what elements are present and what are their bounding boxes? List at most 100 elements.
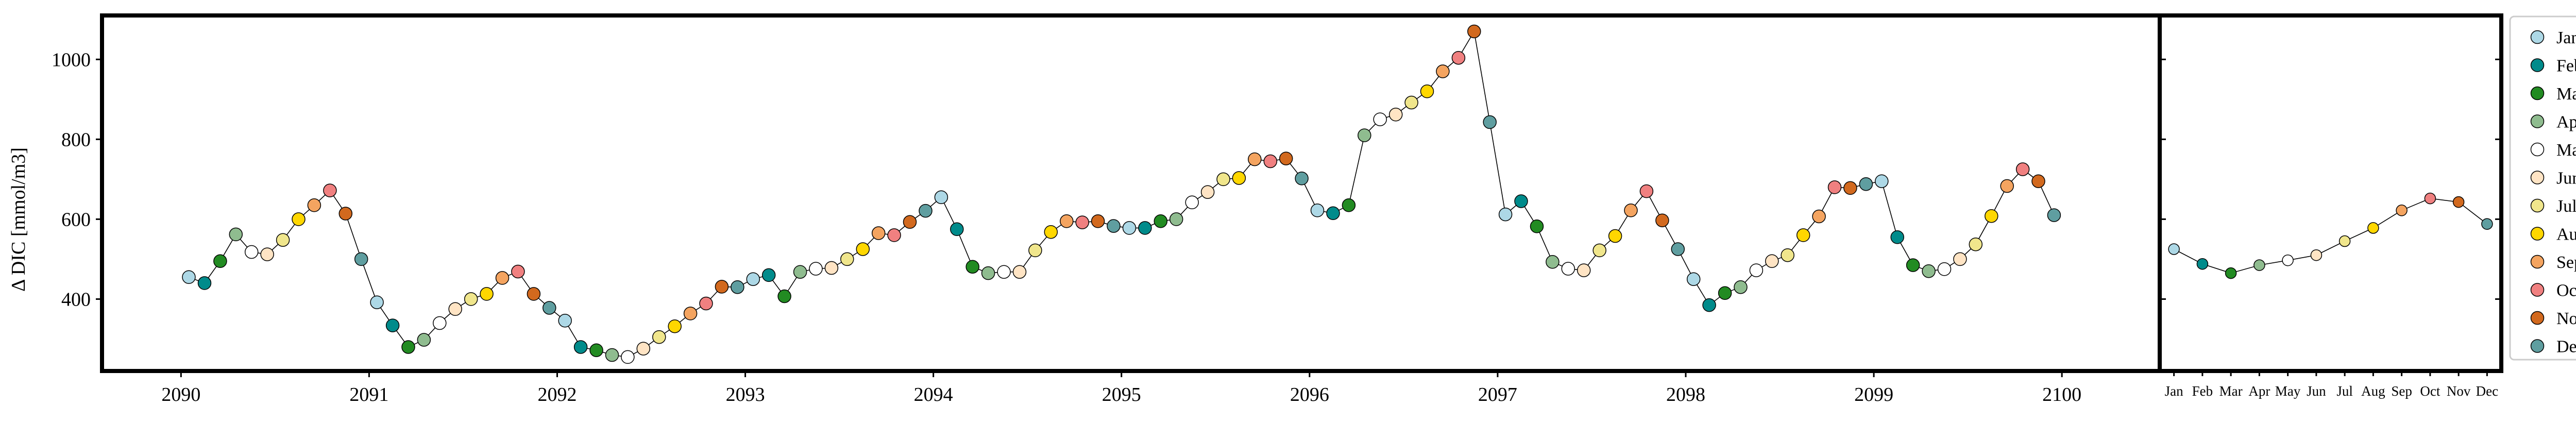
x-tick-label: 2093 — [726, 384, 765, 406]
x-tick-label: 2100 — [2042, 384, 2081, 406]
data-point — [1530, 220, 1544, 233]
data-point — [1655, 213, 1669, 227]
data-point — [1232, 171, 1246, 185]
legend-marker — [2530, 339, 2545, 353]
data-point — [1498, 207, 1513, 222]
climatology-x-tick-label: Aug — [2361, 383, 2385, 399]
data-point — [323, 183, 337, 197]
x-tick-label: 2096 — [1290, 384, 1329, 406]
data-point — [2047, 208, 2061, 222]
data-point — [1451, 50, 1466, 65]
data-point — [809, 262, 823, 276]
legend-box — [2509, 15, 2576, 361]
data-point — [229, 227, 243, 242]
data-point — [871, 226, 886, 240]
climatology-point — [2196, 258, 2209, 270]
data-point — [1467, 24, 1481, 39]
data-point — [1922, 264, 1936, 278]
data-point — [1686, 272, 1701, 286]
data-point — [715, 280, 729, 294]
data-point — [1608, 229, 1622, 243]
x-tick-label: 2092 — [537, 384, 577, 406]
data-point — [338, 207, 353, 221]
data-point — [1734, 280, 1748, 294]
data-point — [887, 228, 901, 242]
climatology-x-tick-label: Jul — [2336, 383, 2353, 399]
data-point — [1358, 128, 1371, 142]
climatology-x-tick-label: Oct — [2420, 383, 2440, 399]
climatology-plot-frame — [2158, 13, 2503, 373]
climatology-point — [2367, 222, 2379, 234]
legend-marker — [2530, 311, 2545, 325]
data-point — [1388, 108, 1403, 122]
data-point — [511, 264, 525, 279]
legend-label: July — [2556, 197, 2576, 216]
climatology-x-tick-label: Sep — [2391, 383, 2412, 399]
data-point — [292, 212, 306, 226]
climatology-point — [2396, 205, 2408, 216]
data-point — [1012, 265, 1027, 279]
legend-marker — [2530, 198, 2545, 213]
climatology-x-tick-label: Jun — [2307, 383, 2326, 399]
data-point — [1075, 215, 1089, 229]
climatology-point — [2253, 259, 2265, 271]
legend-label: Jan — [2556, 28, 2576, 47]
data-point — [1718, 286, 1732, 300]
data-point — [1436, 64, 1450, 78]
data-point — [1561, 262, 1575, 276]
data-point — [1091, 214, 1105, 228]
legend-marker — [2530, 30, 2545, 44]
climatology-plot: Jan Feb Mar Apr May Jun Jul Aug Sep Oct Nov Dec — [2158, 13, 2503, 399]
data-point — [1985, 209, 1998, 223]
data-point — [260, 247, 274, 261]
legend-marker — [2530, 114, 2545, 128]
data-point — [965, 260, 979, 274]
data-point — [1514, 194, 1528, 208]
data-point — [589, 343, 603, 357]
data-point — [244, 245, 259, 259]
legend-label: Nov — [2556, 309, 2576, 328]
data-point — [652, 330, 666, 344]
climatology-x-tick-label: Mar — [2219, 383, 2243, 399]
data-point — [746, 272, 760, 286]
climatology-x-tick-label: Apr — [2248, 383, 2270, 399]
data-point — [1859, 177, 1873, 191]
data-point — [824, 261, 839, 275]
climatology-point — [2452, 196, 2465, 208]
data-point — [761, 268, 776, 282]
climatology-line — [2174, 198, 2487, 274]
data-point — [1765, 254, 1779, 268]
x-tick-label: 2091 — [349, 384, 388, 406]
data-point — [1890, 230, 1904, 244]
data-point — [1577, 263, 1591, 277]
data-point — [1843, 181, 1857, 195]
data-point — [480, 287, 494, 301]
legend-label: Feb — [2556, 57, 2576, 76]
x-tick-label: 2098 — [1666, 384, 1705, 406]
data-point — [182, 270, 196, 284]
climatology-point — [2168, 243, 2180, 255]
climatology-point — [2282, 254, 2294, 266]
data-point — [1326, 206, 1340, 221]
data-point — [197, 276, 212, 290]
climatology-point — [2424, 192, 2436, 205]
y-tick-label: 600 — [61, 209, 91, 230]
data-point — [950, 222, 964, 237]
data-point — [919, 204, 933, 218]
climatology-point — [2310, 249, 2323, 261]
x-tick-label: 2097 — [1478, 384, 1517, 406]
data-point — [731, 280, 744, 294]
data-point — [1702, 298, 1716, 312]
data-point — [1122, 221, 1137, 235]
data-point — [1248, 152, 1262, 166]
data-point — [1169, 212, 1183, 226]
climatology-point — [2225, 267, 2237, 279]
data-point — [573, 340, 588, 354]
data-point — [856, 242, 870, 256]
x-tick-label: 2094 — [914, 384, 953, 406]
legend-label: May — [2556, 141, 2576, 160]
data-point — [527, 287, 541, 301]
data-point — [1420, 85, 1434, 98]
data-point — [1279, 151, 1293, 165]
